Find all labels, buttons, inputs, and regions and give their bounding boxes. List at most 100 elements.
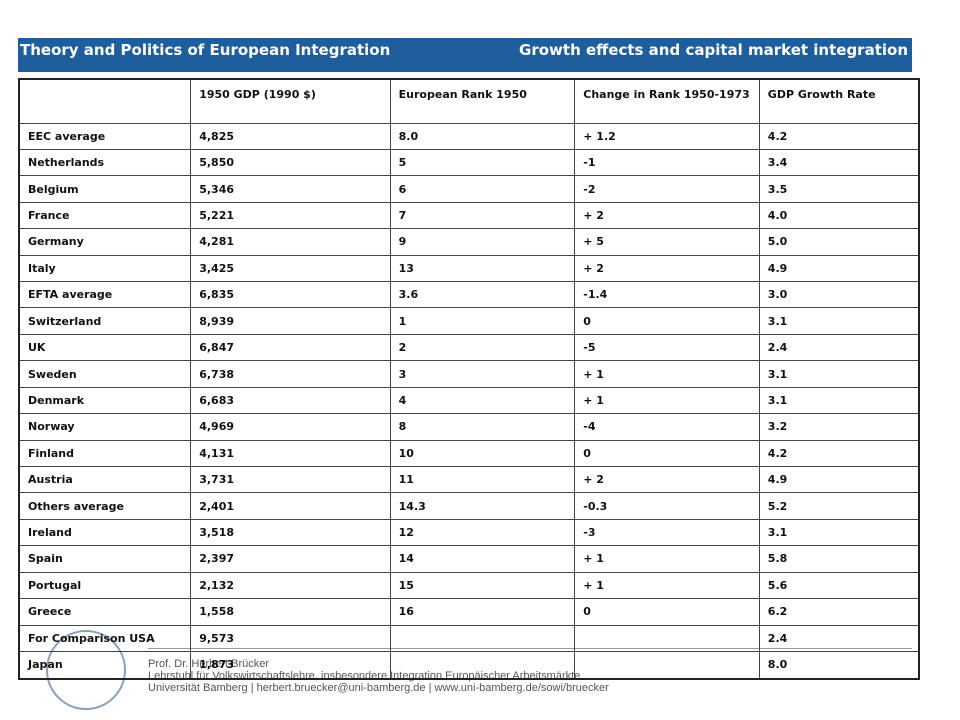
cell: 3.0 — [758, 281, 920, 309]
cell: 8.0 — [758, 650, 920, 680]
cell — [389, 650, 576, 680]
cell: 16 — [389, 598, 576, 626]
row-label: France — [18, 201, 192, 230]
cell: + 2 — [574, 254, 760, 283]
cell: 0 — [574, 307, 760, 335]
cell: 6 — [389, 175, 576, 203]
cell: 4 — [389, 386, 576, 415]
header-left: Theory and Politics of European Integrat… — [20, 41, 391, 59]
cell: 5,221 — [190, 201, 391, 230]
cell: 4,825 — [190, 122, 391, 150]
cell: 3.2 — [758, 413, 920, 441]
cell: 4.2 — [758, 439, 920, 467]
cell: 14 — [389, 545, 576, 573]
table-row: Greece 1,558 16 0 6.2 — [18, 598, 920, 626]
row-label: Spain — [18, 545, 192, 573]
table-row: Finland 4,131 10 0 4.2 — [18, 439, 920, 467]
cell: 5.2 — [758, 492, 920, 520]
cell: 2,401 — [190, 492, 391, 520]
header-cell — [18, 78, 192, 124]
cell: 11 — [389, 465, 576, 494]
header-right: Growth effects and capital market integr… — [519, 41, 908, 59]
cell: 4,281 — [190, 228, 391, 256]
cell — [574, 624, 760, 652]
table-row: Sweden 6,738 3 + 1 3.1 — [18, 360, 920, 388]
table-row: Ireland 3,518 12 -3 3.1 — [18, 518, 920, 547]
row-label: Finland — [18, 439, 192, 467]
cell: 3,731 — [190, 465, 391, 494]
cell: 5.8 — [758, 545, 920, 573]
table-row: Italy 3,425 13 + 2 4.9 — [18, 254, 920, 283]
cell: 7 — [389, 201, 576, 230]
cell: + 1 — [574, 386, 760, 415]
cell: 13 — [389, 254, 576, 283]
cell: 2 — [389, 333, 576, 362]
cell — [574, 650, 760, 680]
header-cell: GDP Growth Rate — [758, 78, 920, 124]
row-label: Austria — [18, 465, 192, 494]
cell: 9 — [389, 228, 576, 256]
table-row: Portugal 2,132 15 + 1 5.6 — [18, 571, 920, 600]
cell: 3.1 — [758, 386, 920, 415]
row-label: For Comparison USA — [18, 624, 192, 652]
table-row: For Comparison USA 9,573 2.4 — [18, 624, 920, 652]
row-label: Belgium — [18, 175, 192, 203]
header-cell: European Rank 1950 — [389, 78, 576, 124]
cell: + 2 — [574, 201, 760, 230]
header-cell: 1950 GDP (1990 $) — [190, 78, 391, 124]
cell: 5,850 — [190, 148, 391, 177]
cell: 0 — [574, 439, 760, 467]
row-label: Netherlands — [18, 148, 192, 177]
row-label: Portugal — [18, 571, 192, 600]
cell: + 2 — [574, 465, 760, 494]
footer-contact: Universität Bamberg | herbert.bruecker@u… — [148, 682, 609, 694]
cell: + 5 — [574, 228, 760, 256]
cell: 3.6 — [389, 281, 576, 309]
cell: -5 — [574, 333, 760, 362]
table-row: Others average 2,401 14.3 -0.3 5.2 — [18, 492, 920, 520]
cell: -0.3 — [574, 492, 760, 520]
cell: -4 — [574, 413, 760, 441]
table-row: Belgium 5,346 6 -2 3.5 — [18, 175, 920, 203]
table-row: Denmark 6,683 4 + 1 3.1 — [18, 386, 920, 415]
row-label: Switzerland — [18, 307, 192, 335]
table-row: Japan 1,873 8.0 — [18, 650, 920, 680]
cell: 9,573 — [190, 624, 391, 652]
table-row: France 5,221 7 + 2 4.0 — [18, 201, 920, 230]
row-label: Denmark — [18, 386, 192, 415]
cell: 1,873 — [190, 650, 391, 680]
cell: 6,738 — [190, 360, 391, 388]
cell: 5.0 — [758, 228, 920, 256]
cell: 5.6 — [758, 571, 920, 600]
cell: 1,558 — [190, 598, 391, 626]
cell: 3.5 — [758, 175, 920, 203]
row-label: Norway — [18, 413, 192, 441]
cell: 4,969 — [190, 413, 391, 441]
cell: 3.1 — [758, 360, 920, 388]
cell: 3.1 — [758, 518, 920, 547]
cell: 3,425 — [190, 254, 391, 283]
row-label: Germany — [18, 228, 192, 256]
table-row: Germany 4,281 9 + 5 5.0 — [18, 228, 920, 256]
cell: 4,131 — [190, 439, 391, 467]
cell: 1 — [389, 307, 576, 335]
cell: 6.2 — [758, 598, 920, 626]
cell: 2.4 — [758, 333, 920, 362]
cell: 3 — [389, 360, 576, 388]
cell: -1 — [574, 148, 760, 177]
cell: 5,346 — [190, 175, 391, 203]
row-label: EFTA average — [18, 281, 192, 309]
table-row: EFTA average 6,835 3.6 -1.4 3.0 — [18, 281, 920, 309]
cell: 4.0 — [758, 201, 920, 230]
cell: + 1 — [574, 571, 760, 600]
cell: 8,939 — [190, 307, 391, 335]
row-label: Japan — [18, 650, 192, 680]
row-label: Ireland — [18, 518, 192, 547]
cell: + 1 — [574, 545, 760, 573]
cell: + 1 — [574, 360, 760, 388]
table-row: Norway 4,969 8 -4 3.2 — [18, 413, 920, 441]
cell: 6,835 — [190, 281, 391, 309]
row-label: EEC average — [18, 122, 192, 150]
cell: + 1.2 — [574, 122, 760, 150]
